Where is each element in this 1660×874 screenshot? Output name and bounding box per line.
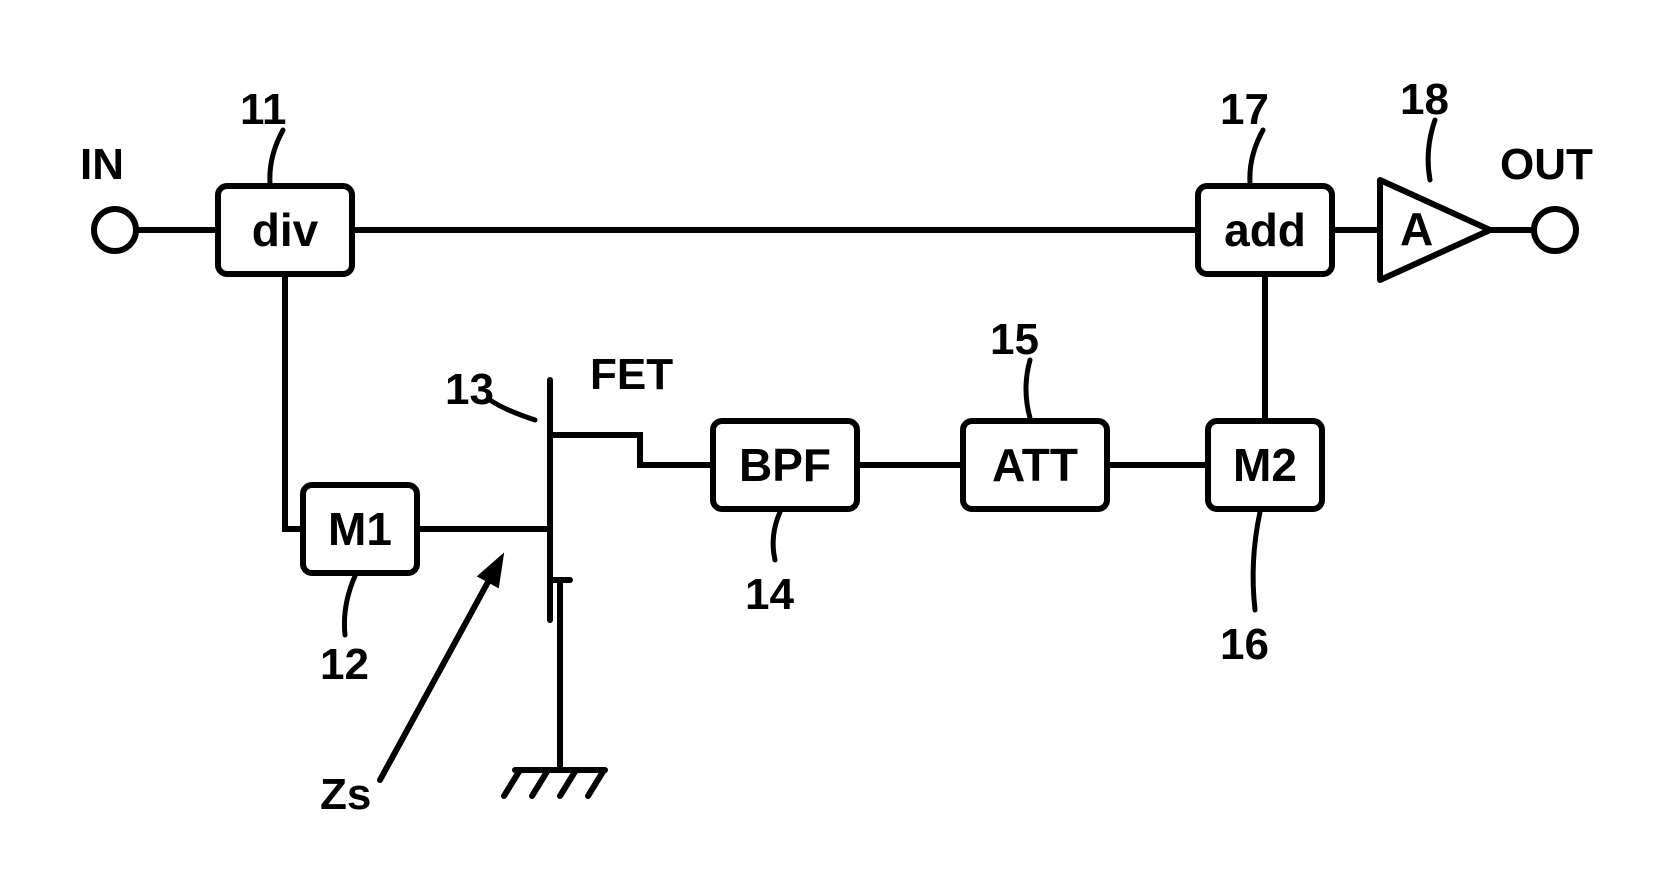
div-block: div [215, 183, 355, 277]
ref-11: 11 [240, 85, 287, 135]
out-port [1531, 206, 1579, 254]
att-block-label: ATT [992, 438, 1078, 492]
ref-13: 13 [445, 365, 494, 415]
zs-label: Zs [320, 770, 371, 820]
diagram-canvas: IN OUT div M1 BPF ATT M2 add A FET Zs 11… [0, 0, 1660, 874]
ref-15: 15 [990, 315, 1039, 365]
m2-block-label: M2 [1233, 438, 1297, 492]
ref-14: 14 [745, 570, 794, 620]
m2-block: M2 [1205, 418, 1325, 512]
in-port [91, 206, 139, 254]
ref-16: 16 [1220, 620, 1269, 670]
fet-label: FET [590, 350, 673, 400]
out-label: OUT [1500, 140, 1593, 190]
amp-label: A [1400, 202, 1433, 256]
add-block-label: add [1224, 203, 1306, 257]
add-block: add [1195, 183, 1335, 277]
ref-17: 17 [1220, 85, 1269, 135]
bpf-block: BPF [710, 418, 860, 512]
m1-block-label: M1 [328, 502, 392, 556]
m1-block: M1 [300, 482, 420, 576]
att-block: ATT [960, 418, 1110, 512]
ref-12: 12 [320, 640, 369, 690]
ref-18: 18 [1400, 75, 1449, 125]
bpf-block-label: BPF [739, 438, 831, 492]
div-block-label: div [252, 203, 318, 257]
in-label: IN [80, 140, 124, 190]
